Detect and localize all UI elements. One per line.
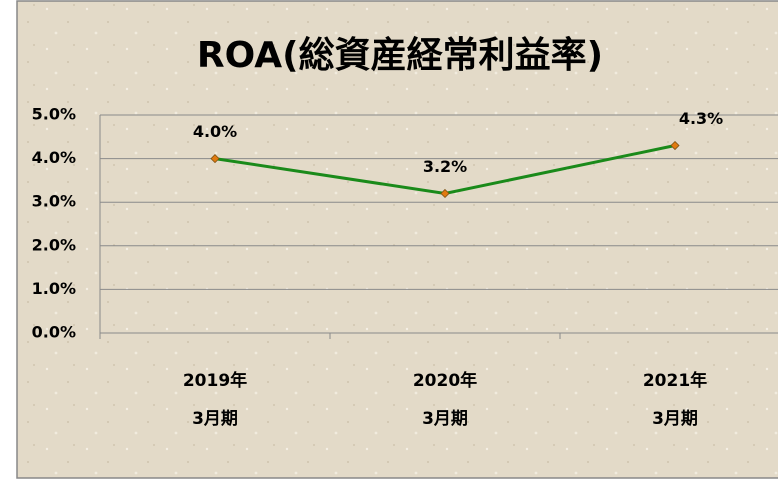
y-tick-label: 2.0% bbox=[32, 235, 76, 254]
x-tick-label: 2021年 3月期 bbox=[643, 370, 707, 429]
y-tick-label: 5.0% bbox=[32, 105, 76, 124]
x-tick-label: 2020年 3月期 bbox=[413, 370, 477, 429]
y-tick-label: 0.0% bbox=[32, 323, 76, 342]
data-label: 3.2% bbox=[423, 157, 467, 176]
y-tick-label: 1.0% bbox=[32, 279, 76, 298]
data-point bbox=[670, 140, 680, 151]
y-tick-label: 3.0% bbox=[32, 192, 76, 211]
y-tick-label: 4.0% bbox=[32, 148, 76, 167]
data-point bbox=[440, 188, 450, 199]
chart-title: ROA(総資産経常利益率) bbox=[197, 35, 603, 76]
data-label: 4.3% bbox=[679, 109, 723, 128]
data-label: 4.0% bbox=[193, 122, 237, 141]
data-point bbox=[210, 154, 220, 164]
chart-frame bbox=[16, 0, 778, 479]
x-tick-label: 2019年 3月期 bbox=[183, 370, 247, 429]
